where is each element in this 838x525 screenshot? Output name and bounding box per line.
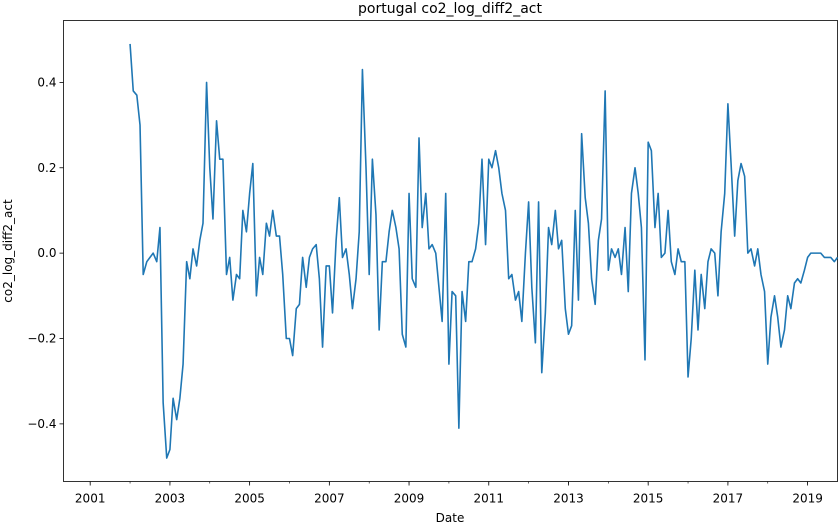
x-tick-label: 2013 [553,492,584,506]
x-tick-label: 2003 [155,492,186,506]
y-tick-label: 0.0 [37,246,56,260]
x-tick-label: 2015 [633,492,664,506]
x-axis-label: Date [436,511,465,525]
y-axis-ticks: 0.4 0.2 0.0 −0.2 −0.4 [27,75,64,431]
y-tick-label: −0.4 [27,417,56,431]
y-tick-label: 0.2 [37,161,56,175]
x-axis-ticks: 2001 2003 2005 2007 2009 2011 2013 2015 2017 2019 [75,481,823,506]
y-tick-label: −0.2 [27,332,56,346]
y-axis-label: co2_log_diff2_act [1,199,15,303]
x-tick-label: 2009 [394,492,425,506]
x-tick-label: 2019 [792,492,823,506]
y-tick-label: 0.4 [37,75,56,89]
x-tick-label: 2011 [473,492,504,506]
series-line [129,43,838,459]
x-tick-label: 2005 [234,492,265,506]
x-tick-label: 2017 [713,492,744,506]
plot-frame [63,20,838,482]
x-tick-label: 2007 [314,492,345,506]
x-tick-label: 2001 [75,492,106,506]
chart-title: portugal co2_log_diff2_act [358,1,542,17]
